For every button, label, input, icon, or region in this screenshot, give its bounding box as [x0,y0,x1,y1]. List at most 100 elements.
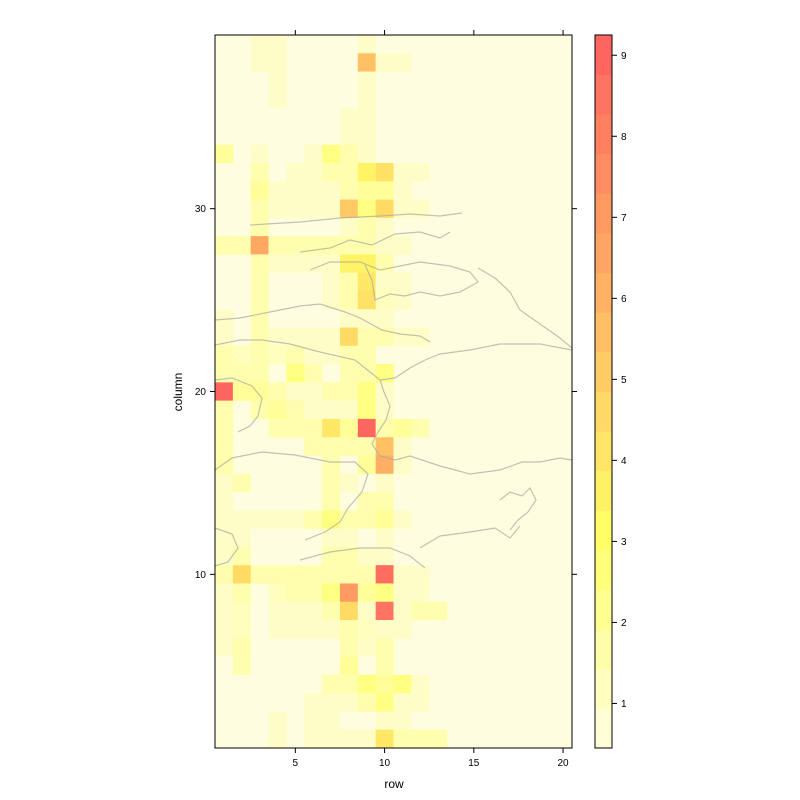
heatmap-cell [322,327,341,347]
heatmap-cell [339,199,359,219]
heatmap-cell [393,693,412,712]
heatmap-cell [286,181,305,200]
heatmap-cell [393,199,412,219]
heatmap-cell [339,473,359,493]
heatmap-cell [322,455,341,475]
heatmap-cell [375,162,394,182]
heatmap-cell [304,199,323,219]
heatmap-cell [322,546,341,566]
heatmap-cell [375,400,394,420]
heatmap-cell [215,236,234,255]
heatmap-cell [286,254,305,273]
colorbar-tick-label: 8 [621,132,627,143]
heatmap-cell [375,309,394,328]
heatmap-cell [304,785,322,800]
heatmap-cell [375,656,394,676]
heatmap-cell [393,455,412,475]
colorbar-band [595,351,612,392]
heatmap-cell [322,565,341,584]
heatmap-cell [286,565,305,584]
heatmap-cell [304,601,323,621]
heatmap-cell [393,510,412,529]
heatmap-cell [232,510,251,529]
colorbar-band [595,708,612,749]
heatmap-cell [250,217,269,237]
heatmap-cell [357,126,376,145]
heatmap-cell [375,693,394,712]
heatmap-cell [322,418,341,438]
heatmap-cell [215,583,234,603]
heatmap-cell [357,108,376,127]
heatmap-cell [393,290,412,310]
heatmap-cell [339,272,359,292]
heatmap-cell [393,327,412,347]
heatmap-cell [250,272,269,292]
heatmap-cell [357,290,376,310]
colorbar-band [595,193,612,234]
heatmap-cell [268,71,287,91]
heatmap-cell [286,601,305,621]
heatmap-cell [268,565,287,584]
heatmap-cell [339,528,359,548]
heatmap-cell [429,729,448,748]
heatmap-cell [304,418,323,438]
colorbar-band [595,74,612,115]
heatmap-cell [286,382,305,401]
heatmap-cell [322,290,341,310]
heatmap-cell [304,693,323,712]
heatmap-cell [250,254,269,273]
heatmap-cell [250,199,269,219]
heatmap-cell [339,327,359,347]
heatmap-cell [393,729,412,748]
heatmap-cell [339,108,359,127]
heatmap-cell [322,693,341,712]
island-chain [499,486,537,531]
heatmap-cell [393,53,412,72]
heatmap-cell [286,785,304,800]
heatmap-cell [250,53,269,72]
heatmap-cell [268,711,287,731]
heatmap-cell [251,785,269,800]
heatmap-cell [357,89,376,109]
heatmap-cell [268,583,287,603]
heatmap-cell [304,327,323,347]
heatmap-cell [322,492,341,511]
x-axis: 5 10 15 20 [293,30,569,769]
heatmap-cell [411,418,430,438]
heatmap-cell [357,492,376,511]
heatmap-cell [357,309,376,328]
heatmap-cell [233,785,251,800]
heatmap-cell [215,620,234,639]
colorbar-axis: 1 2 3 4 5 6 7 8 9 [612,51,627,710]
heatmap-cell [393,236,412,255]
heatmap-cell [411,565,430,584]
heatmap-cell [286,620,305,639]
x-axis-title: row [384,777,404,791]
heatmap-cell [357,729,376,748]
heatmap-cell [339,217,359,237]
heatmap-cell [357,510,376,529]
heatmap-cell [268,181,287,200]
heatmap-cell [304,382,323,401]
heatmap-cell [215,473,234,493]
heatmap-cell [304,620,323,639]
river-channel [371,379,411,461]
heatmap-cell [215,455,234,475]
heatmap-cell [375,546,394,566]
heatmap-cell [286,418,305,438]
colorbar-tick-label: 1 [621,699,627,710]
heatmap-cell [375,455,394,475]
heatmap-cell [304,236,323,255]
heatmap-cell [375,272,394,292]
colorbar-band [595,431,612,472]
heatmap-cell [339,254,359,273]
heatmap-cell [375,510,394,529]
heatmap-cell [268,620,287,639]
heatmap-cell [339,583,359,603]
heatmap-cell [232,473,251,493]
heatmap-cell [357,364,376,383]
heatmap-cell [375,199,394,219]
heatmap-cell [375,473,394,493]
heatmap-cell [322,729,341,748]
heatmap-cell [322,711,341,731]
